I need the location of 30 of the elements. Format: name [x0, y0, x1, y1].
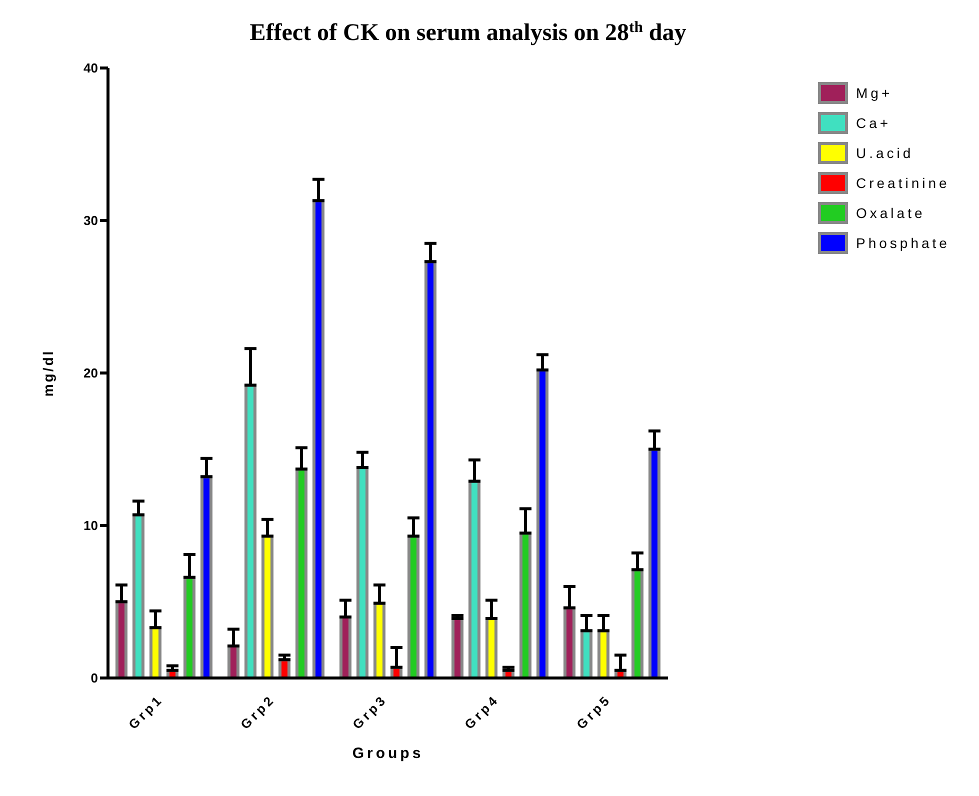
x-axis-title: Groups — [352, 745, 424, 762]
bar — [631, 568, 644, 678]
bar — [407, 534, 420, 678]
bar — [519, 532, 532, 678]
legend-label: Oxalate — [856, 204, 926, 223]
chart-title: Effect of CK on serum analysis on 28$^{th}$ day — [250, 18, 686, 46]
bar — [451, 617, 464, 678]
y-tick-label: 20 — [84, 366, 98, 381]
y-tick-label: 0 — [90, 670, 98, 686]
bar — [424, 260, 436, 678]
y-axis-title: mg/dl — [40, 349, 56, 397]
bar — [580, 629, 592, 678]
y-tick-label: 40 — [84, 60, 98, 76]
bar — [200, 475, 212, 678]
legend-label: Mg+ — [856, 84, 893, 103]
bar — [261, 534, 274, 678]
bar — [149, 626, 162, 678]
bar — [597, 629, 610, 678]
bar — [312, 199, 324, 678]
bar — [295, 468, 308, 678]
bar — [485, 617, 498, 678]
legend-label: Ca+ — [856, 114, 892, 133]
y-tick-label: 30 — [84, 213, 98, 228]
bar — [244, 384, 256, 678]
bar — [339, 616, 352, 678]
bar — [356, 466, 368, 678]
y-tick-label: 10 — [84, 518, 98, 534]
legend-label: Creatinine — [856, 174, 950, 193]
legend-label: U.acid — [856, 144, 914, 163]
legend-label: Phosphate — [856, 234, 950, 253]
